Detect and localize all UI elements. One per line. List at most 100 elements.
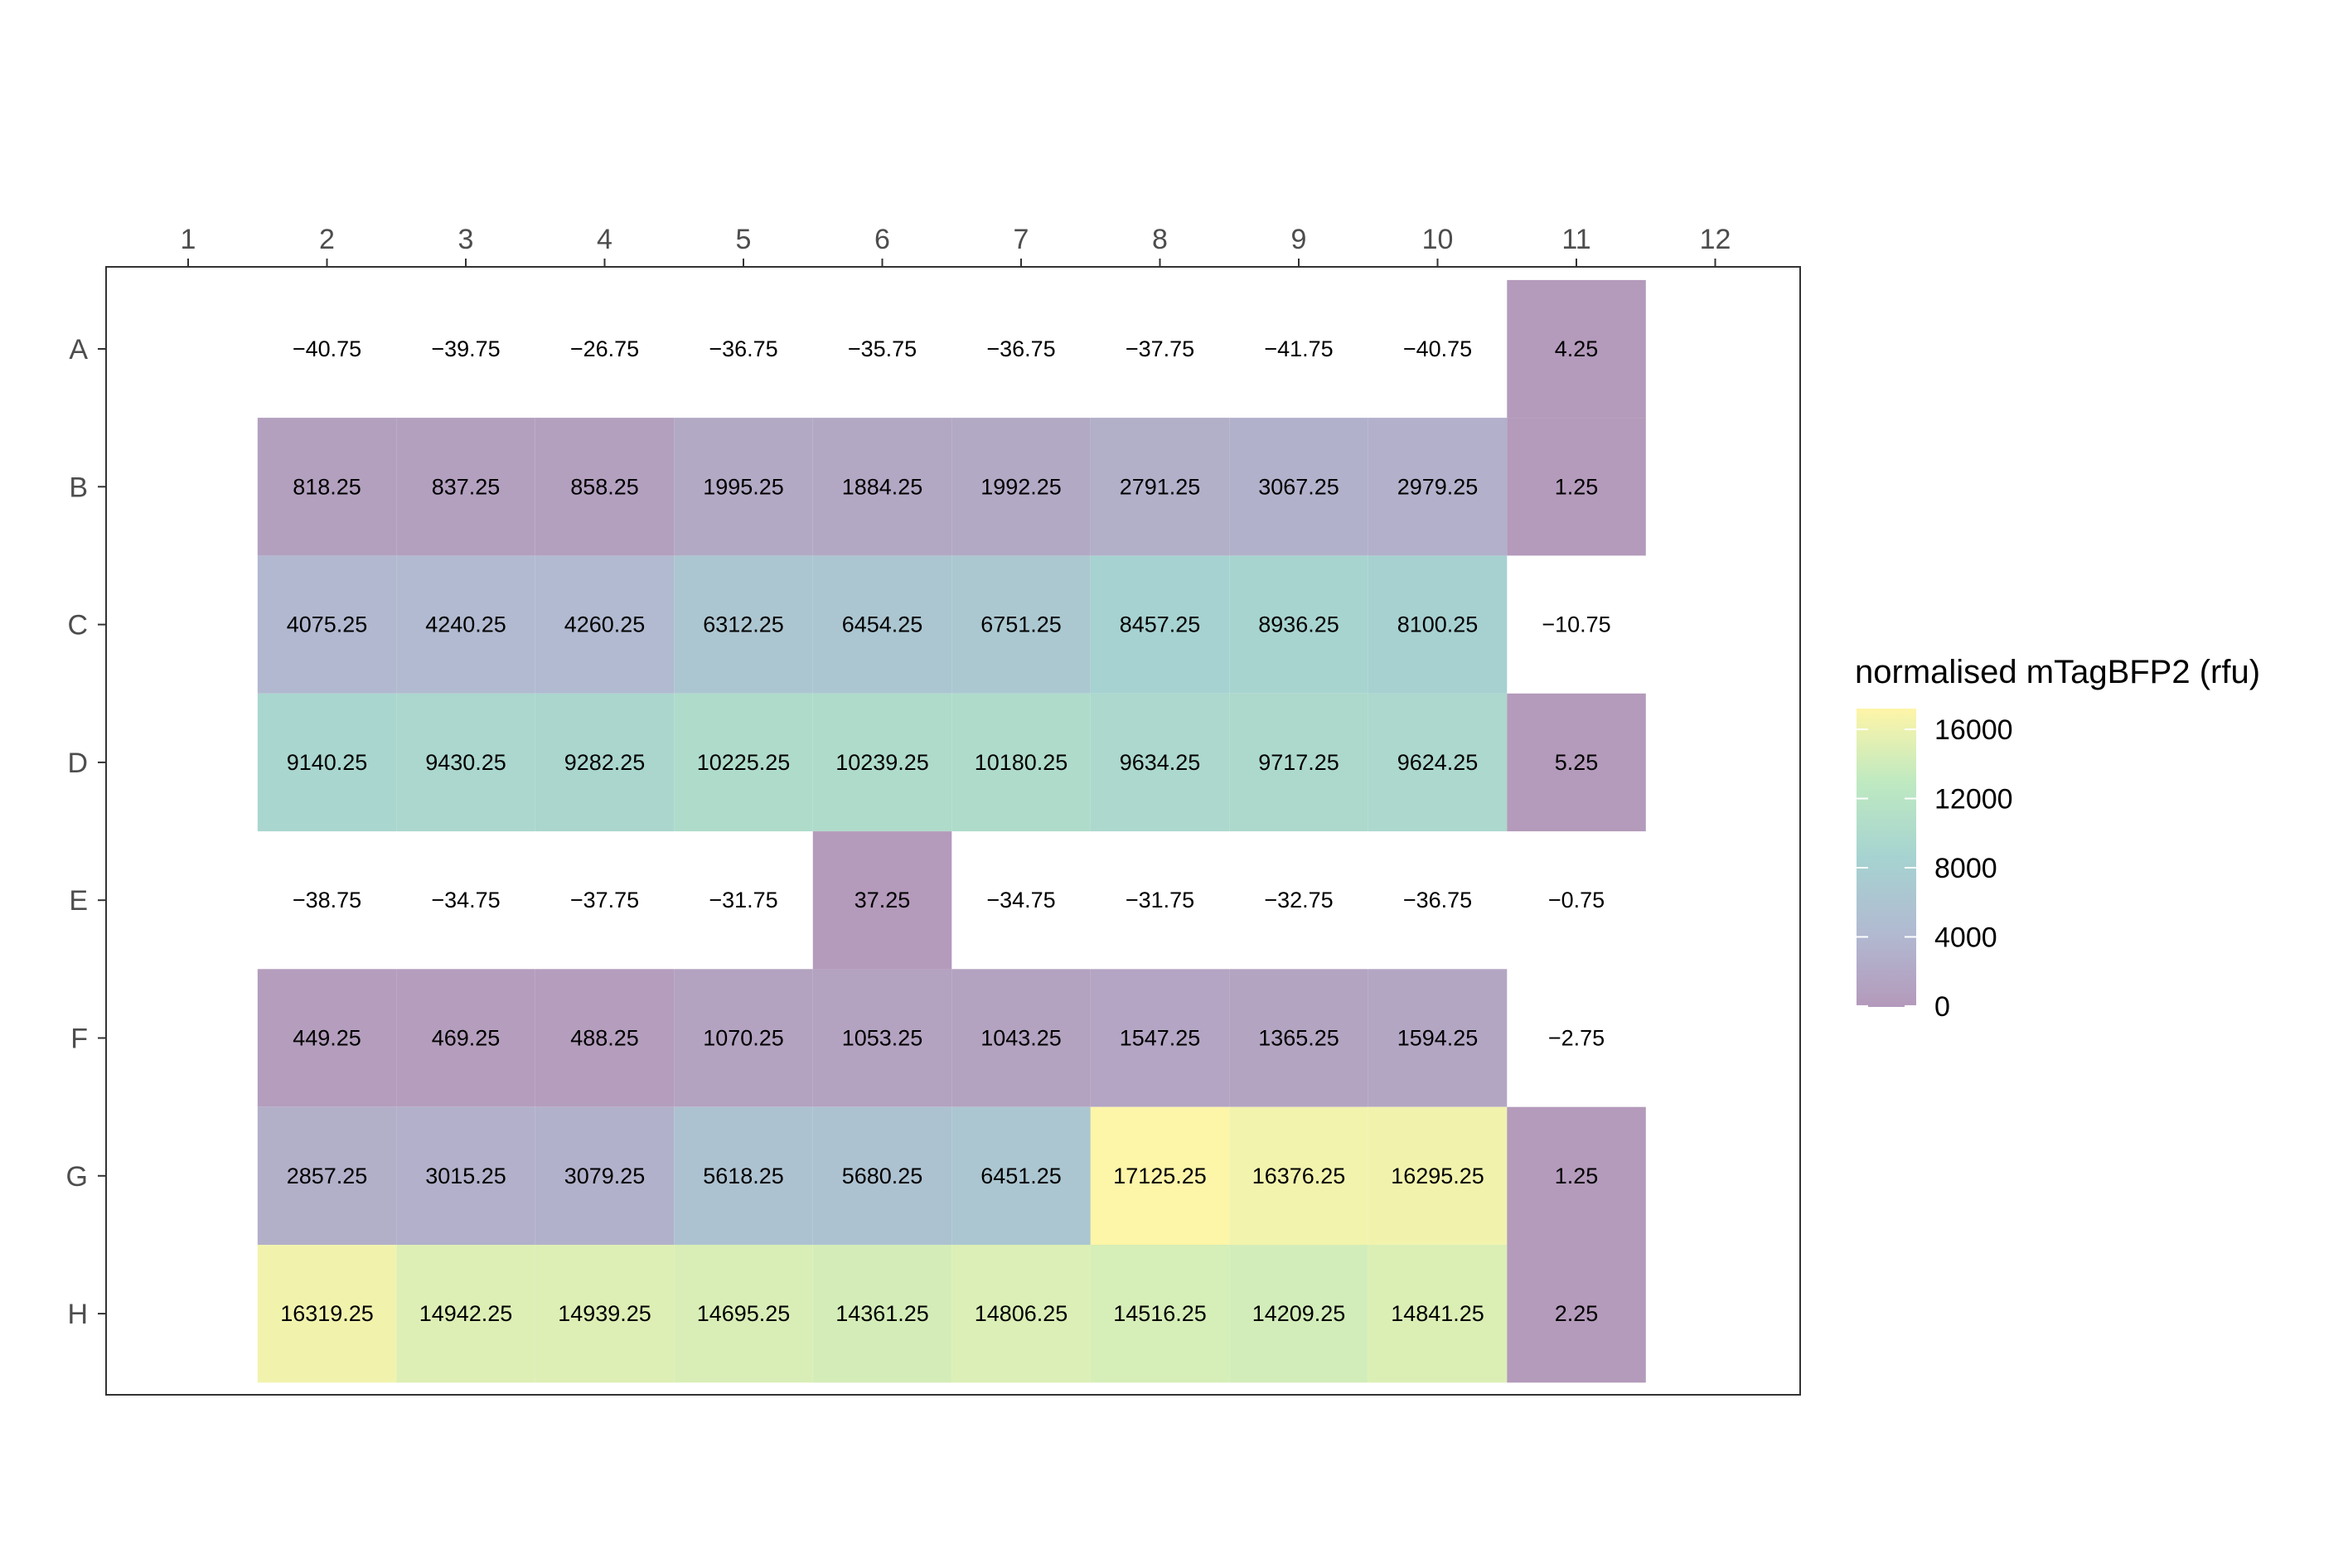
x-tick-label: 4: [597, 224, 612, 255]
cell-value-label: 1594.25: [1397, 1026, 1479, 1051]
cell-value-label: 5618.25: [703, 1164, 784, 1188]
heatmap-cell: [674, 1245, 813, 1383]
well-F2: 449.25: [257, 969, 397, 1107]
cell-value-label: 14516.25: [1113, 1301, 1207, 1326]
heatmap-cell: [257, 1106, 397, 1245]
heatmap-cell: [1229, 555, 1368, 694]
heatmap-cell: [257, 969, 397, 1107]
cell-value-label: −26.75: [570, 336, 639, 361]
cell-value-label: 1884.25: [842, 474, 923, 499]
well-D3: 9430.25: [396, 693, 535, 832]
heatmap-cell: [951, 693, 1091, 832]
well-A10: −40.75: [1403, 336, 1472, 361]
well-F10: 1594.25: [1368, 969, 1508, 1107]
heatmap-cell: [1368, 1106, 1508, 1245]
cell-value-label: 4260.25: [564, 612, 646, 637]
cell-value-label: −0.75: [1548, 888, 1605, 912]
cell-value-label: 8936.25: [1258, 612, 1339, 637]
well-H6: 14361.25: [812, 1245, 952, 1383]
well-E5: −31.75: [709, 888, 777, 912]
heatmap-cell: [257, 693, 397, 832]
x-tick-label: 3: [458, 224, 474, 255]
y-tick-label: A: [69, 334, 88, 365]
heatmap-cell: [1229, 1106, 1368, 1245]
heatmap-cell: [1090, 555, 1230, 694]
y-tick-label: H: [67, 1299, 88, 1330]
well-C6: 6454.25: [812, 555, 952, 694]
cell-value-label: 6312.25: [703, 612, 784, 637]
heatmap-cell: [535, 693, 675, 832]
cell-value-label: 6454.25: [842, 612, 923, 637]
cell-value-label: 1043.25: [980, 1026, 1062, 1051]
heatmap-cell: [951, 1106, 1091, 1245]
well-B10: 2979.25: [1368, 418, 1508, 556]
heatmap-cell: [674, 418, 813, 556]
y-tick-label: G: [66, 1161, 88, 1193]
cell-value-label: 2979.25: [1397, 474, 1479, 499]
heatmap-cell: [396, 693, 535, 832]
well-D7: 10180.25: [951, 693, 1091, 832]
cell-value-label: 8457.25: [1120, 612, 1201, 637]
heatmap-cell: [1368, 418, 1508, 556]
heatmap-cell: [812, 1245, 952, 1383]
heatmap-cell: [396, 1106, 535, 1245]
legend-tick-label: 12000: [1934, 784, 2013, 815]
cell-value-label: 5680.25: [842, 1164, 923, 1188]
cell-value-label: −37.75: [1126, 336, 1194, 361]
cell-value-label: 9624.25: [1397, 750, 1479, 775]
y-tick-label: C: [67, 610, 88, 641]
x-tick-label: 9: [1291, 224, 1307, 255]
cell-value-label: −35.75: [848, 336, 917, 361]
well-A11: 4.25: [1507, 279, 1646, 419]
cell-value-label: 3067.25: [1258, 474, 1339, 499]
well-B8: 2791.25: [1090, 418, 1230, 556]
heatmap-cell: [257, 555, 397, 694]
heatmap-cell: [812, 693, 952, 832]
well-D9: 9717.25: [1229, 693, 1368, 832]
heatmap-cell: [674, 693, 813, 832]
cell-value-label: 2791.25: [1120, 474, 1201, 499]
y-tick-label: B: [69, 472, 88, 503]
heatmap-cell: [1229, 969, 1368, 1107]
heatmap-cell: [535, 1245, 675, 1383]
well-F3: 469.25: [396, 969, 535, 1107]
well-D11: 5.25: [1507, 693, 1646, 832]
well-E4: −37.75: [570, 888, 639, 912]
y-tick-label: F: [70, 1024, 88, 1055]
well-H8: 14516.25: [1090, 1245, 1230, 1383]
cell-value-label: −39.75: [431, 336, 500, 361]
well-B2: 818.25: [257, 418, 397, 556]
cell-value-label: −10.75: [1542, 612, 1610, 637]
cell-value-label: 1.25: [1555, 474, 1599, 499]
heatmap-cell: [812, 555, 952, 694]
well-E6: 37.25: [812, 831, 952, 970]
x-tick-label: 12: [1700, 224, 1731, 255]
cell-value-label: 1053.25: [842, 1026, 923, 1051]
well-C3: 4240.25: [396, 555, 535, 694]
cell-value-label: −37.75: [570, 888, 639, 912]
heatmap-cell: [535, 555, 675, 694]
cell-value-label: −36.75: [986, 336, 1055, 361]
heatmap-cell: [1507, 1245, 1646, 1383]
cell-value-label: 17125.25: [1113, 1164, 1207, 1188]
cell-value-label: 10180.25: [975, 750, 1068, 775]
heatmap-cell: [1507, 693, 1646, 832]
well-C8: 8457.25: [1090, 555, 1230, 694]
heatmap-cells: −40.75 −39.75 −26.75 −36.75 −35.75 −36.75 −37.…: [257, 279, 1646, 1383]
well-F11: −2.75: [1548, 1026, 1605, 1051]
cell-value-label: 14841.25: [1391, 1301, 1484, 1326]
cell-value-label: −31.75: [709, 888, 777, 912]
legend-tick-label: 16000: [1934, 714, 2013, 746]
heatmap-cell: [674, 555, 813, 694]
x-tick-label: 10: [1422, 224, 1454, 255]
well-D10: 9624.25: [1368, 693, 1508, 832]
cell-value-label: −34.75: [986, 888, 1055, 912]
well-D4: 9282.25: [535, 693, 675, 832]
cell-value-label: −2.75: [1548, 1026, 1605, 1051]
cell-value-label: 14209.25: [1252, 1301, 1346, 1326]
heatmap-cell: [1368, 1245, 1508, 1383]
well-E11: −0.75: [1548, 888, 1605, 912]
cell-value-label: 6751.25: [980, 612, 1062, 637]
well-G3: 3015.25: [396, 1106, 535, 1245]
